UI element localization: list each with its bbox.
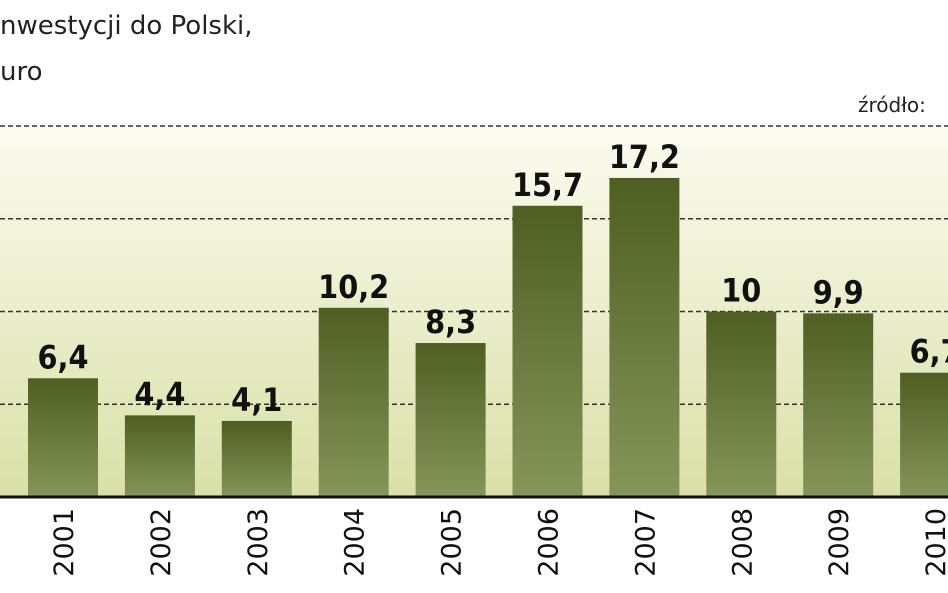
data-label: 10,2 (318, 268, 389, 306)
x-tick-label: 2005 (437, 508, 468, 577)
x-tick-label: 2002 (146, 508, 177, 577)
bar (124, 415, 195, 497)
x-tick-label: 2008 (727, 508, 758, 577)
bar (803, 313, 874, 497)
x-tick-label: 2010 (921, 508, 948, 577)
data-label: 6,4 (38, 338, 89, 376)
source-note: źródło: (858, 93, 926, 117)
data-label: 15,7 (512, 166, 583, 204)
bar (609, 177, 680, 497)
data-label: 17,2 (609, 138, 680, 176)
bar (900, 372, 948, 497)
x-tick-label: 2003 (243, 508, 274, 577)
x-tick-label: 2004 (340, 508, 371, 577)
x-tick-label: 2007 (630, 508, 661, 577)
chart-title: nwestycji do Polski, (0, 11, 253, 41)
bar (415, 343, 486, 497)
bar (221, 420, 292, 497)
bar (706, 311, 777, 497)
data-label: 10 (721, 272, 761, 310)
x-tick-label: 2006 (534, 508, 565, 577)
data-label: 4,1 (231, 381, 282, 419)
data-label: 6,7 (910, 333, 948, 371)
bar (512, 205, 583, 497)
x-tick-label: 2001 (49, 508, 80, 577)
x-tick-label: 2009 (824, 508, 855, 577)
data-label: 9,9 (813, 273, 864, 311)
bar (28, 378, 98, 497)
data-label: 8,3 (425, 303, 476, 341)
chart-subtitle: uro (0, 57, 43, 87)
data-label: 4,4 (134, 375, 185, 413)
bar (318, 307, 389, 497)
